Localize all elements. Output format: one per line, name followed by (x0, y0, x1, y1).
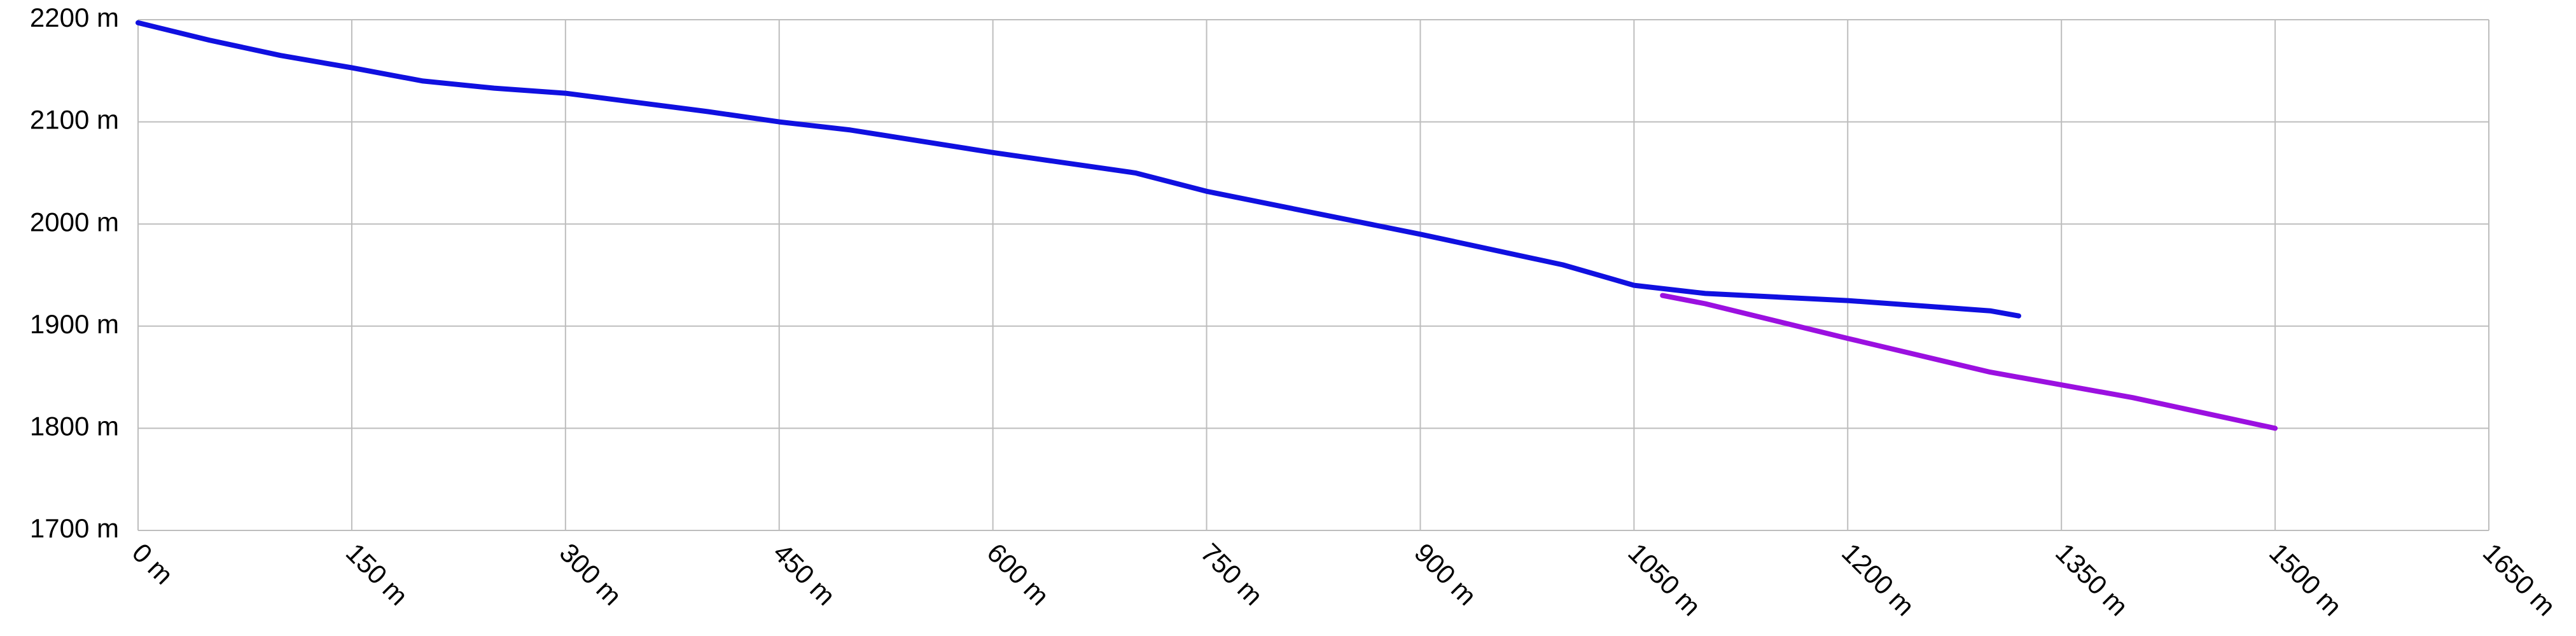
y-tick-label: 1700 m (30, 513, 119, 543)
x-tick-label: 300 m (554, 537, 628, 611)
x-tick-label: 1350 m (2050, 537, 2134, 621)
x-tick-label: 1650 m (2477, 537, 2561, 621)
x-tick-label: 600 m (981, 537, 1055, 611)
x-tick-label: 1500 m (2264, 537, 2348, 621)
y-tick-label: 2100 m (30, 105, 119, 135)
x-tick-label: 150 m (340, 537, 414, 611)
x-tick-label: 1050 m (1622, 537, 1706, 621)
y-tick-label: 2200 m (30, 3, 119, 32)
x-tick-label: 750 m (1195, 537, 1269, 611)
x-tick-label: 900 m (1409, 537, 1482, 611)
x-tick-label: 1200 m (1836, 537, 1920, 621)
y-tick-label: 2000 m (30, 207, 119, 237)
y-tick-label: 1900 m (30, 309, 119, 339)
x-tick-label: 0 m (127, 537, 179, 590)
x-tick-label: 450 m (768, 537, 842, 611)
series-line (136, 20, 2021, 319)
y-tick-label: 1800 m (30, 411, 119, 441)
series-line (1660, 293, 2278, 431)
